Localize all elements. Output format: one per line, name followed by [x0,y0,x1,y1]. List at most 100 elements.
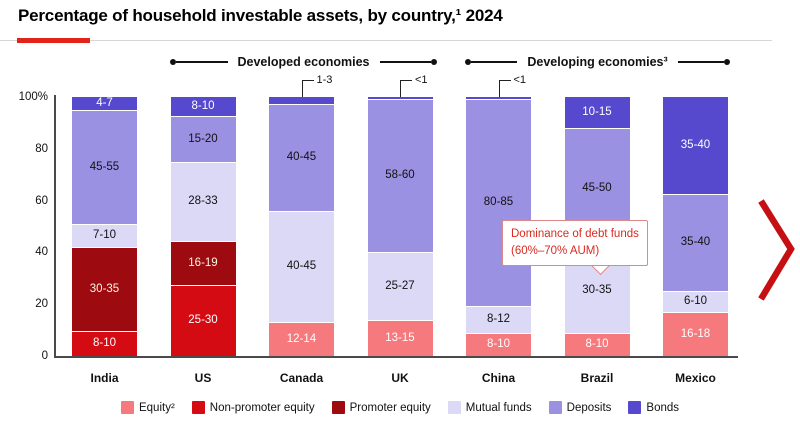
callout-text: Dominance of debt funds (60%–70% AUM) [511,228,639,258]
y-axis-line [54,95,56,356]
callout: Dominance of debt funds (60%–70% AUM) [502,220,648,266]
segment-label: 35-40 [680,236,711,249]
bar-segment-deposits: 80-85 [466,98,531,306]
bar-segment-mutual: 6-10 [663,291,728,312]
bar-column-us: 25-30 16-19 28-33 15-20 8-10 [170,97,236,356]
legend-label: Deposits [566,401,612,414]
annotation-label: <1 [513,74,527,86]
bracket-dot-icon [724,59,730,65]
legend-swatch-icon [628,401,642,414]
bracket-dot-icon [170,59,176,65]
bracket-dot-icon [431,59,437,65]
bar-column-china: 8-10 8-12 80-85 [466,97,531,356]
segment-label: 16-19 [188,256,218,269]
bar-column-uk: 13-15 25-27 58-60 [367,97,433,356]
legend-item-equity: Equity² [120,401,175,414]
segment-label: 25-27 [385,279,415,292]
bar-segment-equity: 16-18 [663,311,728,356]
segment-label: 10-15 [582,105,612,118]
segment-label: 28-33 [188,195,218,208]
bracket-line [379,61,431,63]
legend-swatch-icon [548,401,562,414]
legend-item-mutual: Mutual funds [447,401,532,414]
y-tick-label: 60 [35,194,48,207]
group-label-developed: Developed economies [237,55,370,69]
legend-swatch-icon [447,401,461,414]
segment-label: 16-18 [680,327,711,340]
bar-segment-promoter: 16-19 [170,240,236,285]
bar-segment-equity: 8-10 [564,332,630,356]
segment-label: 6-10 [683,295,708,308]
bar-column-india: 8-10 30-35 7-10 45-55 4-7 [72,97,137,356]
y-tick-label: 0 [41,350,48,362]
y-tick-label: 20 [35,298,48,311]
bracket-dot-icon [465,59,471,65]
segment-label: 45-50 [582,182,612,195]
legend-item-deposits: Deposits [548,401,612,414]
legend-label: Bonds [646,401,680,414]
title-accent-bar [17,38,90,43]
country-label: India [90,371,119,385]
segment-label: 25-30 [188,314,218,327]
bar-segment-equity: 12-14 [269,322,334,356]
bar-segment-bonds [367,97,433,99]
bracket-line [677,61,724,63]
segment-label: 40-45 [286,150,317,163]
annotation-leader [301,80,314,97]
legend-item-promoter: Promoter equity [331,401,431,414]
segment-label: 4-7 [96,96,113,109]
bar-segment-deposits: 40-45 [269,103,334,211]
segment-label: 12-14 [286,332,317,345]
legend-item-bonds: Bonds [628,401,679,414]
segment-label: 8-10 [191,100,215,112]
legend-label: Mutual funds [465,401,532,414]
segment-label: 8-10 [486,338,511,351]
annotation-leader [498,80,511,97]
bar-segment-bonds: 4-7 [72,97,137,110]
legend-swatch-icon [191,401,205,414]
y-tick-label: 40 [35,246,48,259]
bar-segment-equity: 8-10 [466,332,531,356]
segment-label: 13-15 [385,331,415,344]
bracket-line [471,61,518,63]
segment-label: 8-10 [92,337,117,350]
segment-label: 15-20 [188,132,218,145]
annotation-label: 1-3 [316,74,333,86]
legend-label: Equity² [138,401,175,414]
bar-segment-mutual: 40-45 [269,210,334,323]
country-label: UK [391,371,409,385]
bar-segment-mutual: 7-10 [72,223,137,248]
header-divider [0,40,772,41]
bar-segment-bonds: 35-40 [663,97,728,195]
legend: Equity² Non-promoter equity Promoter equit… [0,401,800,414]
country-label: US [194,371,212,385]
bar-segment-equity: 13-15 [367,319,433,356]
bar-segment-bonds [466,97,531,99]
bar-segment-bonds [269,97,334,104]
page-title: Percentage of household investable asset… [18,6,503,25]
legend-swatch-icon [331,401,345,414]
bar-column-canada: 12-14 40-45 40-45 [269,97,334,356]
legend-label: Promoter equity [349,401,431,414]
bracket-line [176,61,228,63]
segment-label: 45-55 [89,160,120,173]
country-label: Brazil [580,371,614,385]
group-label-developing: Developing economies³ [527,55,668,69]
segment-label: 40-45 [286,260,317,273]
country-label: Mexico [675,371,716,385]
y-tick-label: 100% [18,91,48,103]
bar-segment-promoter: 30-35 [72,247,137,332]
bar-segment-deposits: 35-40 [663,194,728,292]
country-label: China [481,371,516,385]
legend-item-nonpromoter: Non-promoter equity [191,401,315,414]
segment-label: 30-35 [582,284,612,297]
country-label: Canada [279,371,324,385]
y-tick-label: 80 [35,142,48,155]
bar-segment-mutual: 28-33 [170,161,236,241]
bar-segment-deposits: 15-20 [170,116,236,162]
bar-segment-bonds: 10-15 [564,97,630,129]
annotation-leader [400,80,412,97]
bar-segment-mutual: 25-27 [367,252,433,320]
segment-label: 80-85 [483,195,514,208]
bar-segment-mutual: 8-12 [466,305,531,333]
